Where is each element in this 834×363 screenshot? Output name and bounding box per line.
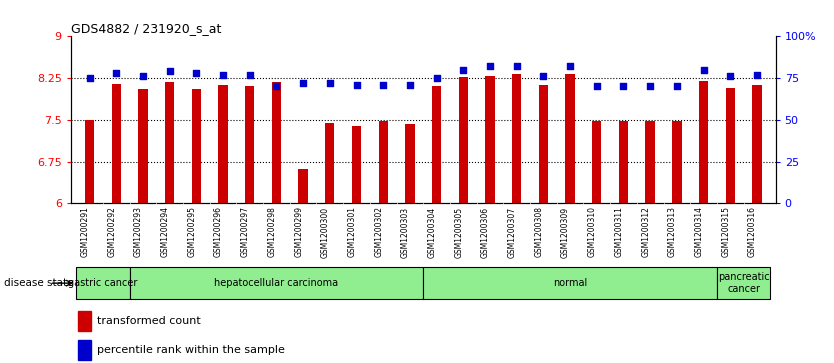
Text: GSM1200306: GSM1200306 — [481, 207, 490, 258]
Point — [269, 83, 283, 89]
Point — [751, 72, 764, 78]
Bar — [512, 74, 521, 203]
Text: GSM1200292: GSM1200292 — [108, 207, 116, 257]
Text: GSM1200313: GSM1200313 — [668, 207, 677, 257]
Bar — [726, 87, 735, 203]
Text: GSM1200303: GSM1200303 — [401, 207, 409, 258]
Point — [189, 70, 203, 76]
Bar — [78, 340, 91, 360]
Text: GSM1200298: GSM1200298 — [268, 207, 276, 257]
Text: GSM1200296: GSM1200296 — [214, 207, 223, 257]
Bar — [432, 86, 441, 203]
Point — [349, 82, 363, 87]
FancyBboxPatch shape — [76, 268, 129, 299]
Text: GSM1200300: GSM1200300 — [321, 207, 329, 258]
Text: GSM1200308: GSM1200308 — [535, 207, 544, 257]
Bar — [539, 85, 548, 203]
Bar — [165, 82, 174, 203]
Bar — [219, 85, 228, 203]
Point — [697, 67, 711, 73]
Text: GSM1200310: GSM1200310 — [588, 207, 597, 257]
Bar — [699, 81, 708, 203]
Text: GSM1200305: GSM1200305 — [455, 207, 464, 258]
Bar — [272, 82, 281, 203]
Bar — [619, 121, 628, 203]
Point — [537, 73, 550, 79]
Point — [644, 83, 657, 89]
Point — [296, 80, 309, 86]
Point — [484, 64, 497, 69]
Bar — [379, 121, 388, 203]
Bar — [672, 121, 681, 203]
Text: transformed count: transformed count — [97, 316, 201, 326]
Text: GSM1200301: GSM1200301 — [348, 207, 356, 257]
Point — [403, 82, 416, 87]
Text: GDS4882 / 231920_s_at: GDS4882 / 231920_s_at — [71, 22, 221, 35]
Point — [590, 83, 604, 89]
Bar — [565, 74, 575, 203]
Bar — [299, 169, 308, 203]
Text: GSM1200311: GSM1200311 — [615, 207, 624, 257]
Point — [617, 83, 631, 89]
Point — [83, 75, 96, 81]
Text: GSM1200304: GSM1200304 — [428, 207, 437, 258]
Text: GSM1200309: GSM1200309 — [561, 207, 570, 258]
Text: GSM1200297: GSM1200297 — [241, 207, 249, 257]
Bar — [405, 124, 414, 203]
Text: pancreatic
cancer: pancreatic cancer — [718, 272, 770, 294]
Point — [457, 67, 470, 73]
Text: GSM1200307: GSM1200307 — [508, 207, 517, 258]
Bar — [138, 89, 148, 203]
Text: gastric cancer: gastric cancer — [68, 278, 138, 288]
Bar — [112, 83, 121, 203]
Point — [109, 70, 123, 76]
Text: GSM1200315: GSM1200315 — [721, 207, 731, 257]
Bar — [459, 77, 468, 203]
Bar — [592, 121, 601, 203]
Text: hepatocellular carcinoma: hepatocellular carcinoma — [214, 278, 339, 288]
FancyBboxPatch shape — [717, 268, 771, 299]
Bar — [485, 76, 495, 203]
Text: percentile rank within the sample: percentile rank within the sample — [97, 345, 285, 355]
FancyBboxPatch shape — [129, 268, 424, 299]
Text: GSM1200295: GSM1200295 — [188, 207, 196, 257]
Point — [376, 82, 389, 87]
Point — [163, 69, 176, 74]
Text: GSM1200299: GSM1200299 — [294, 207, 303, 257]
Text: GSM1200293: GSM1200293 — [134, 207, 143, 257]
Text: GSM1200314: GSM1200314 — [695, 207, 704, 257]
Point — [136, 73, 149, 79]
Bar — [192, 89, 201, 203]
Text: GSM1200302: GSM1200302 — [374, 207, 383, 257]
Bar — [325, 123, 334, 203]
Point — [243, 72, 256, 78]
Text: GSM1200312: GSM1200312 — [641, 207, 651, 257]
Bar — [245, 86, 254, 203]
Point — [216, 72, 229, 78]
Bar — [85, 120, 94, 203]
Point — [724, 73, 737, 79]
Point — [510, 64, 524, 69]
Text: normal: normal — [553, 278, 587, 288]
Text: disease state: disease state — [4, 278, 73, 288]
Text: GSM1200294: GSM1200294 — [161, 207, 169, 257]
Point — [430, 75, 444, 81]
Bar — [646, 121, 655, 203]
Point — [671, 83, 684, 89]
Bar — [352, 126, 361, 203]
Text: GSM1200291: GSM1200291 — [81, 207, 89, 257]
Bar — [78, 311, 91, 331]
Text: GSM1200316: GSM1200316 — [748, 207, 757, 257]
FancyBboxPatch shape — [424, 268, 717, 299]
Bar — [752, 85, 761, 203]
Point — [323, 80, 336, 86]
Point — [564, 64, 577, 69]
